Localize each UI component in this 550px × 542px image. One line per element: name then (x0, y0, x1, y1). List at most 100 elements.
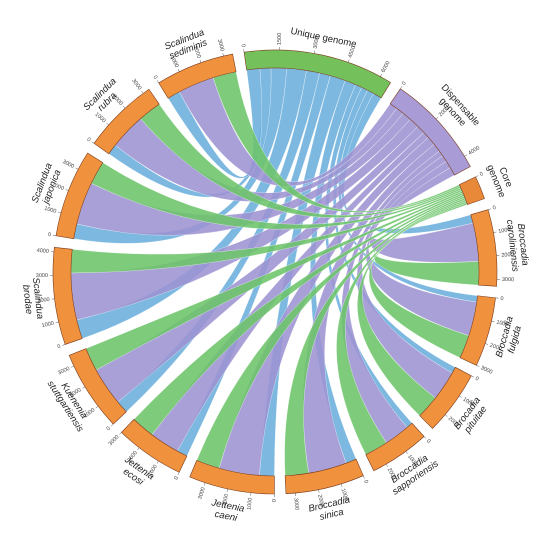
tick-label: 3000 (108, 434, 121, 447)
segment-arc (158, 53, 237, 99)
tick-mark (141, 90, 144, 94)
tick-label: 3000 (61, 159, 75, 170)
tick-mark (313, 50, 315, 54)
tick-label: 4000 (36, 248, 49, 255)
tick-label: 1000 (169, 55, 180, 69)
segment-arc (121, 418, 188, 473)
tick-label: 0 (474, 376, 480, 383)
tick-mark (137, 447, 140, 451)
tick-mark (95, 405, 99, 409)
tick-label: 3000 (36, 273, 48, 279)
tick-label: 3000 (480, 365, 494, 376)
tick-label: 2000 (69, 387, 83, 398)
tick-mark (475, 175, 479, 178)
tick-mark (119, 432, 122, 435)
segment-arc (419, 366, 472, 429)
tick-mark (444, 414, 448, 417)
segment-arc (470, 209, 498, 287)
tick-label: 3000 (313, 36, 321, 49)
segment-arc (458, 176, 485, 205)
tick-mark (423, 436, 427, 439)
tick-label: 3000 (57, 366, 71, 377)
tick-label: 4000 (467, 145, 481, 157)
tick-mark (226, 488, 229, 492)
tick-mark (62, 344, 66, 346)
tick-label: 0 (362, 479, 369, 484)
segment-arc (189, 459, 275, 495)
tick-label: 0 (57, 344, 62, 351)
segment-arc (284, 458, 364, 495)
tick-label: 4500 (347, 45, 357, 59)
tick-label: 1500 (277, 33, 283, 45)
tick-label: 0 (240, 44, 246, 48)
tick-label: 1000 (41, 321, 54, 330)
tick-label: 0 (152, 75, 159, 81)
tick-label: 3000 (502, 277, 514, 283)
tick-label: 1000 (461, 397, 475, 409)
tick-mark (347, 59, 350, 63)
tick-mark (318, 489, 320, 493)
tick-mark (65, 189, 69, 191)
tick-label: 0 (106, 426, 112, 432)
tick-mark (203, 482, 206, 486)
tick-mark (222, 53, 224, 57)
segment-arc (389, 88, 471, 176)
tick-label: 6000 (381, 60, 392, 74)
tick-label: 3000 (130, 78, 142, 91)
tick-mark (485, 343, 489, 345)
tick-mark (82, 386, 86, 389)
tick-mark (386, 464, 388, 467)
segment-name-line: brodae (20, 284, 34, 315)
tick-label: 2000 (316, 494, 324, 507)
tick-mark (75, 167, 79, 170)
segment-arc (52, 246, 83, 345)
tick-mark (58, 211, 62, 214)
tick-mark (435, 116, 439, 120)
tick-mark (464, 154, 468, 157)
tick-mark (106, 122, 109, 126)
tick-label: 2000 (192, 46, 202, 60)
tick-mark (487, 208, 492, 210)
tick-label: 2000 (222, 493, 230, 506)
tick-mark (55, 321, 59, 323)
segment-name-line: Scalindua (30, 277, 46, 320)
segment-arc (55, 152, 104, 240)
tick-mark (341, 483, 343, 487)
tick-mark (400, 86, 403, 89)
tick-label: 1000 (339, 488, 348, 501)
segment-name-line: Broccadia (515, 223, 531, 266)
tick-label: 3000 (292, 498, 299, 511)
tick-label: 2000 (386, 467, 397, 481)
tick-mark (363, 475, 365, 479)
tick-label: 1000 (247, 497, 254, 510)
tick-mark (459, 395, 462, 398)
tick-label: 0 (492, 205, 497, 212)
segment-arc (365, 422, 425, 472)
tick-label: 2000 (501, 252, 514, 259)
segment-arc (243, 49, 391, 99)
tick-label: 0 (173, 476, 180, 481)
tick-mark (491, 320, 495, 322)
tick-label: 2000 (37, 297, 50, 304)
tick-mark (177, 68, 180, 72)
tick-mark (380, 73, 383, 77)
chords (70, 67, 480, 477)
tick-mark (122, 105, 126, 109)
tick-mark (71, 365, 75, 368)
tick-label: 0 (479, 171, 484, 178)
segment-name-line: Unique genome (289, 26, 357, 50)
tick-mark (110, 423, 114, 427)
segment-arc (68, 348, 127, 425)
tick-label: 0 (425, 438, 432, 444)
tick-mark (177, 472, 180, 476)
tick-label: 2000 (489, 343, 503, 353)
tick-mark (156, 80, 159, 84)
